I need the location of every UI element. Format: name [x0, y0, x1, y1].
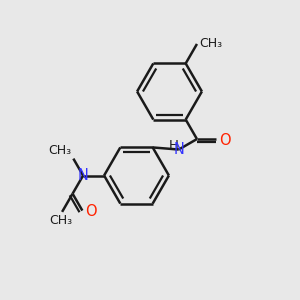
Text: O: O — [85, 204, 97, 219]
Text: N: N — [173, 142, 184, 157]
Text: H: H — [168, 140, 178, 152]
Text: N: N — [78, 168, 88, 183]
Text: O: O — [219, 133, 231, 148]
Text: CH₃: CH₃ — [199, 37, 223, 50]
Text: CH₃: CH₃ — [49, 214, 72, 227]
Text: CH₃: CH₃ — [48, 144, 71, 157]
